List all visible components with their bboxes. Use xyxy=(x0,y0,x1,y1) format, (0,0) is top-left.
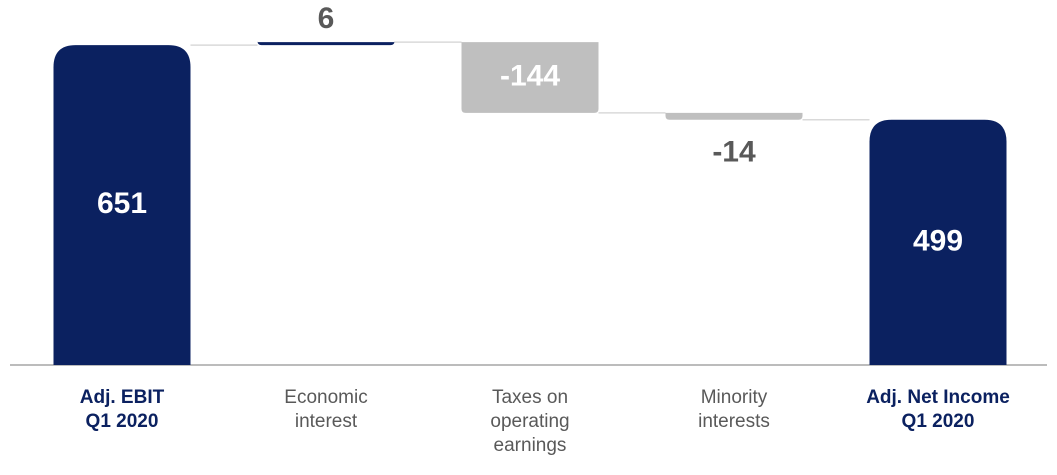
bar xyxy=(257,41,395,46)
value-label: 499 xyxy=(913,224,963,257)
x-tick-label: Adj. EBIT Q1 2020 xyxy=(79,387,165,432)
value-label: 6 xyxy=(318,2,335,35)
x-tick-label: Adj. Net Income Q1 2020 xyxy=(866,387,1010,432)
bar xyxy=(665,112,803,120)
value-label: -144 xyxy=(500,59,560,92)
x-tick-label: Minority interests xyxy=(698,387,770,432)
bar xyxy=(461,42,599,113)
value-label: -14 xyxy=(712,136,756,169)
x-tick-label: Taxes on operating earnings xyxy=(490,387,570,456)
bar xyxy=(869,119,1007,365)
value-label: 651 xyxy=(97,187,147,220)
bar xyxy=(53,45,191,365)
x-tick-label: Economic interest xyxy=(284,387,368,432)
